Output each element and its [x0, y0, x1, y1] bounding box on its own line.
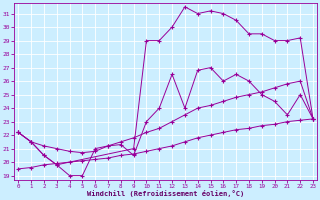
X-axis label: Windchill (Refroidissement éolien,°C): Windchill (Refroidissement éolien,°C)	[87, 190, 244, 197]
